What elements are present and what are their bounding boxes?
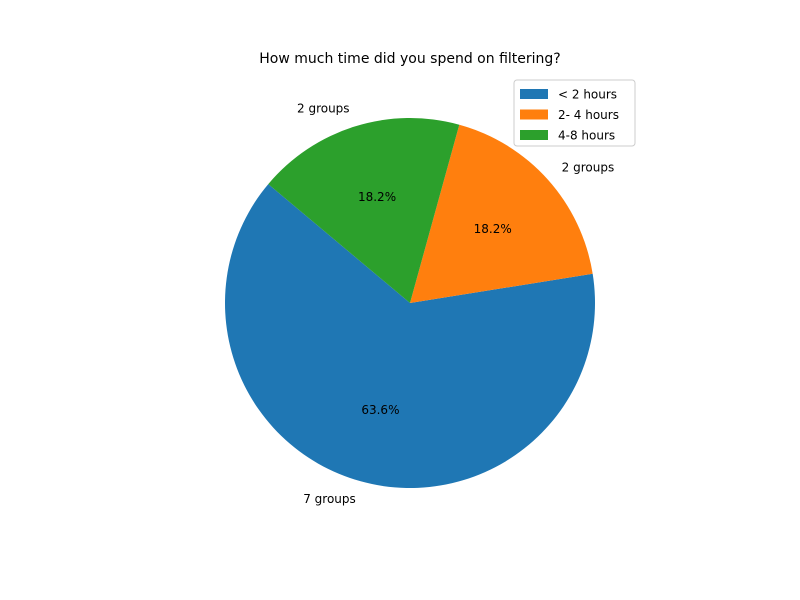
pie-slice [225, 184, 595, 488]
chart-title: How much time did you spend on filtering… [259, 51, 560, 67]
pie-slice [268, 118, 460, 304]
slice-label: 2 groups [297, 102, 350, 116]
percent-label: 18.2% [358, 190, 396, 204]
legend: < 2 hours 2- 4 hours 4-8 hours [513, 79, 636, 147]
legend-swatch [520, 109, 548, 120]
pie-slice [410, 124, 593, 303]
pie-slices [225, 118, 595, 488]
slice-label: 2 groups [562, 160, 615, 174]
slice-label: 7 groups [303, 492, 356, 506]
percent-label: 63.6% [361, 403, 399, 417]
legend-swatch [520, 89, 548, 99]
pie-labels: 63.6% 7 groups 18.2% 2 groups 18.2% 2 groups [297, 102, 614, 506]
percent-label: 18.2% [474, 222, 512, 236]
legend-swatch [520, 130, 548, 140]
legend-label: < 2 hours [558, 88, 617, 102]
legend-label: 2- 4 hours [558, 108, 619, 122]
legend-label: 4-8 hours [558, 129, 615, 143]
